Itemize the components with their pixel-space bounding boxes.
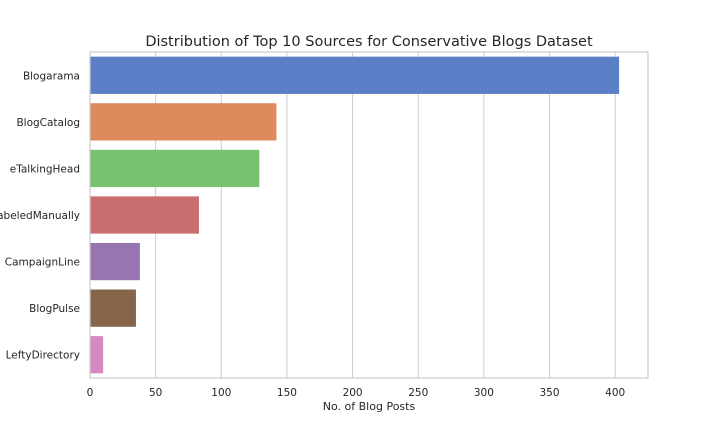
y-tick-label: BlogCatalog — [16, 117, 80, 129]
bar-blogcatalog — [90, 103, 277, 141]
x-tick-label: 400 — [605, 387, 625, 399]
x-tick-label: 150 — [277, 387, 297, 399]
y-tick-label: LabeledManually — [0, 210, 80, 222]
x-tick-labels: 0 50 100 150 200 250 300 350 400 — [87, 387, 626, 399]
bars — [90, 56, 620, 374]
x-tick-label: 200 — [343, 387, 363, 399]
y-tick-label: LeftyDirectory — [6, 350, 80, 362]
chart-title: Distribution of Top 10 Sources for Conse… — [145, 34, 593, 50]
x-axis-label: No. of Blog Posts — [323, 400, 416, 413]
x-tick-label: 250 — [408, 387, 428, 399]
y-tick-label: CampaignLine — [5, 257, 80, 269]
x-tick-label: 300 — [474, 387, 494, 399]
x-tick-label: 50 — [149, 387, 162, 399]
y-tick-labels: Blogarama BlogCatalog eTalkingHead LabeledM… — [0, 70, 80, 361]
x-tick-label: 0 — [87, 387, 94, 399]
y-tick-label: eTalkingHead — [10, 163, 80, 175]
y-tick-label: BlogPulse — [29, 303, 80, 315]
bar-blogarama — [90, 56, 620, 94]
bar-labeledmanually — [90, 196, 199, 234]
x-tick-label: 100 — [211, 387, 231, 399]
bar-blogpulse — [90, 289, 136, 327]
plot-frame — [89, 51, 649, 379]
bar-etalkinghead — [90, 149, 260, 188]
bar-campaignline — [90, 242, 140, 281]
y-tick-label: Blogarama — [23, 70, 80, 82]
bar-leftydirectory — [90, 336, 104, 374]
x-tick-label: 350 — [540, 387, 560, 399]
